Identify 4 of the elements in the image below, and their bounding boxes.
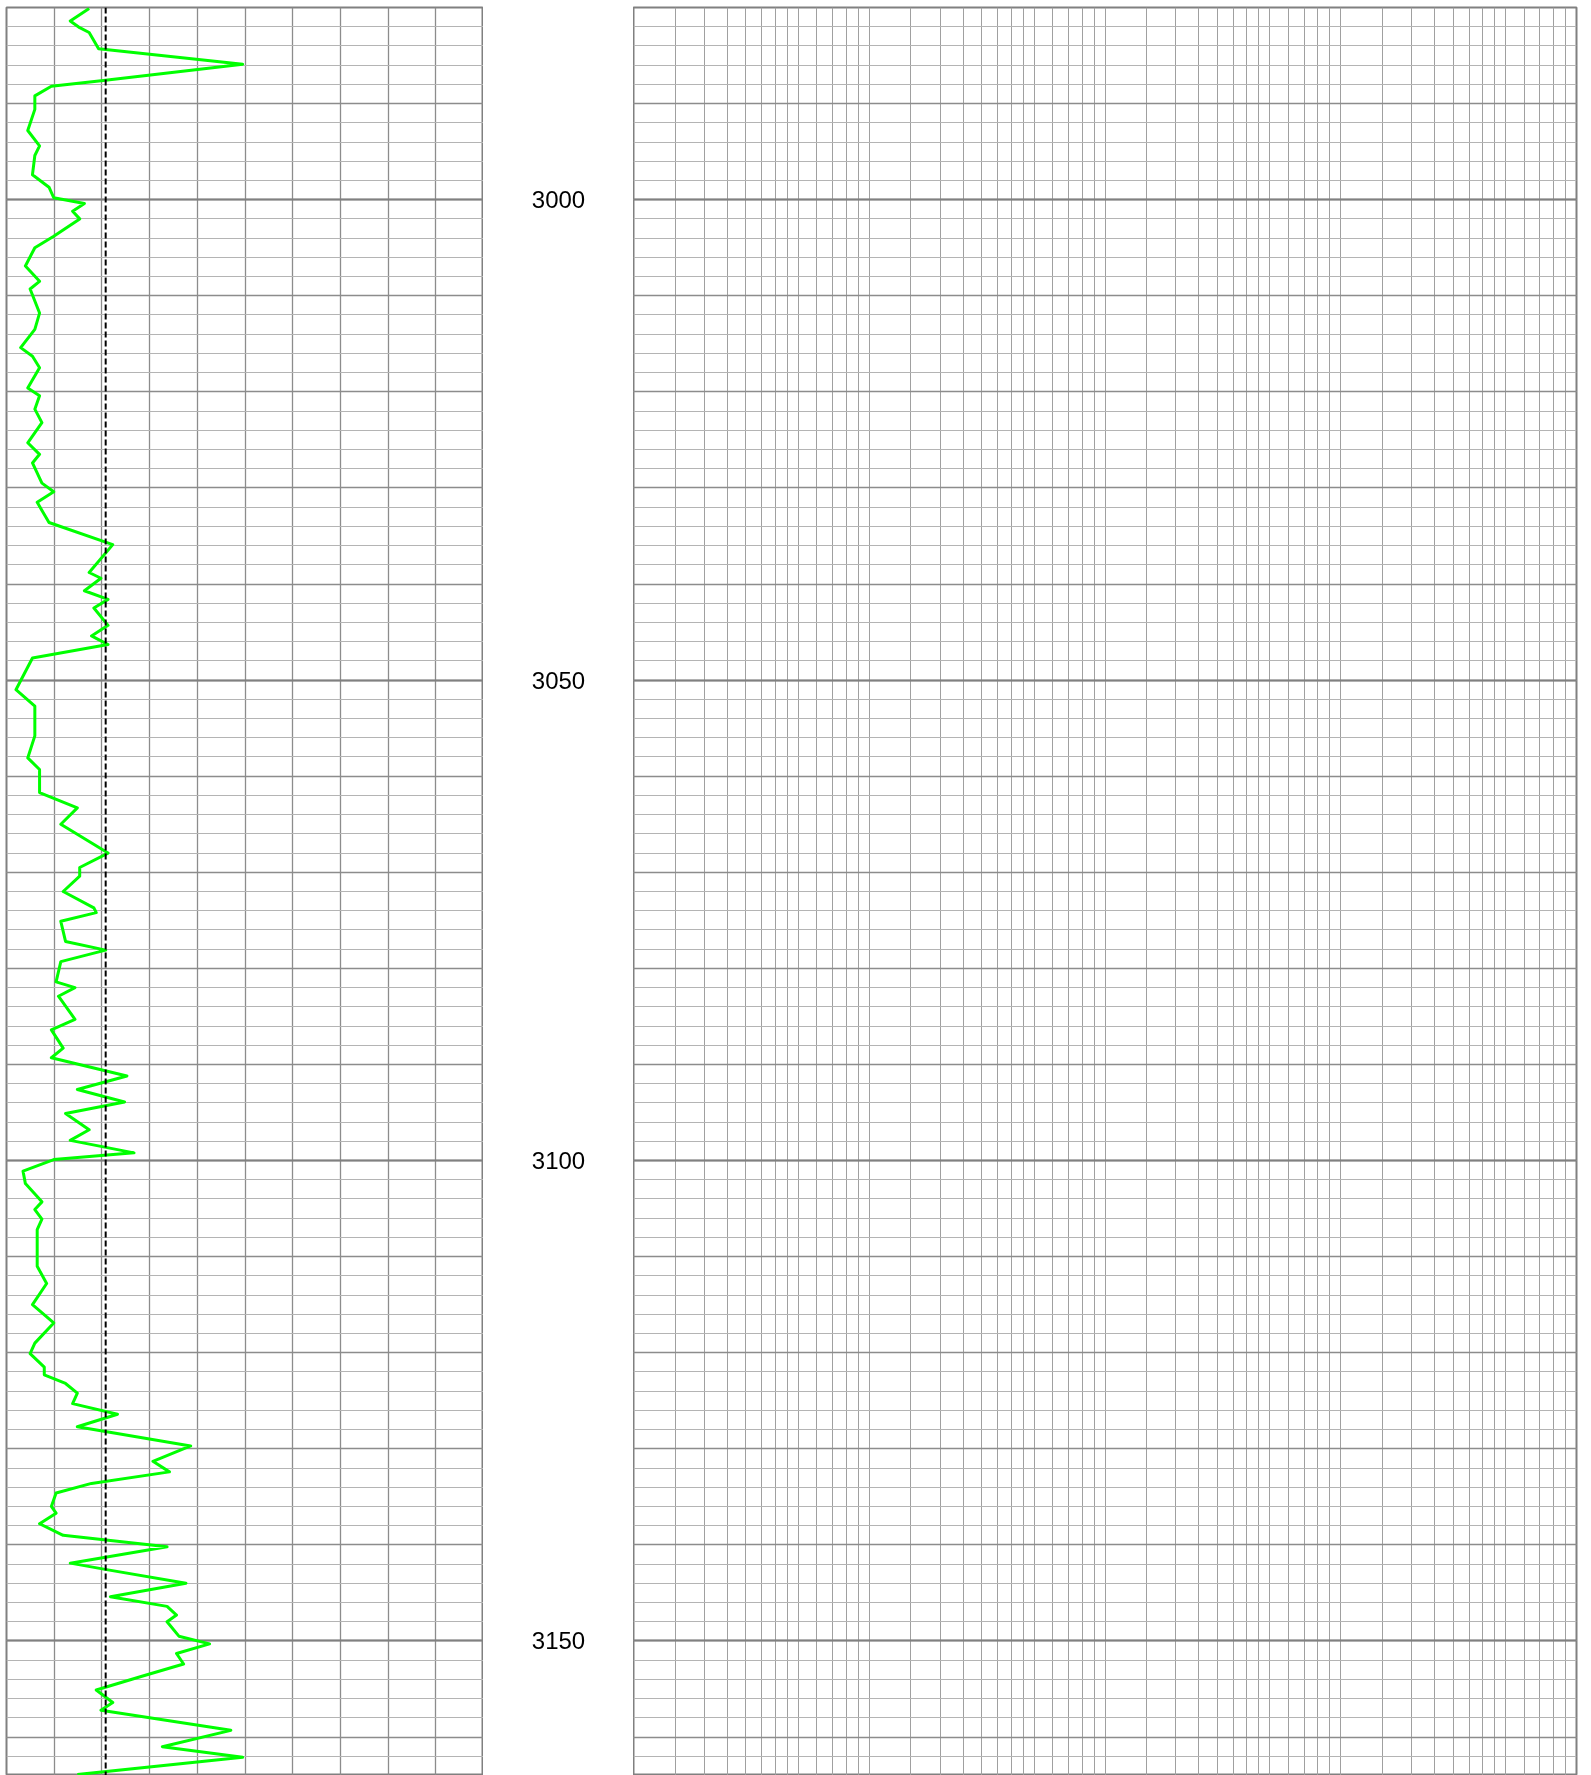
y-tick-label: 3100 [531, 1147, 586, 1175]
y-tick-label: 3150 [531, 1627, 586, 1655]
y-tick-label: 3050 [531, 666, 586, 694]
y-tick-label: 3000 [531, 186, 586, 214]
